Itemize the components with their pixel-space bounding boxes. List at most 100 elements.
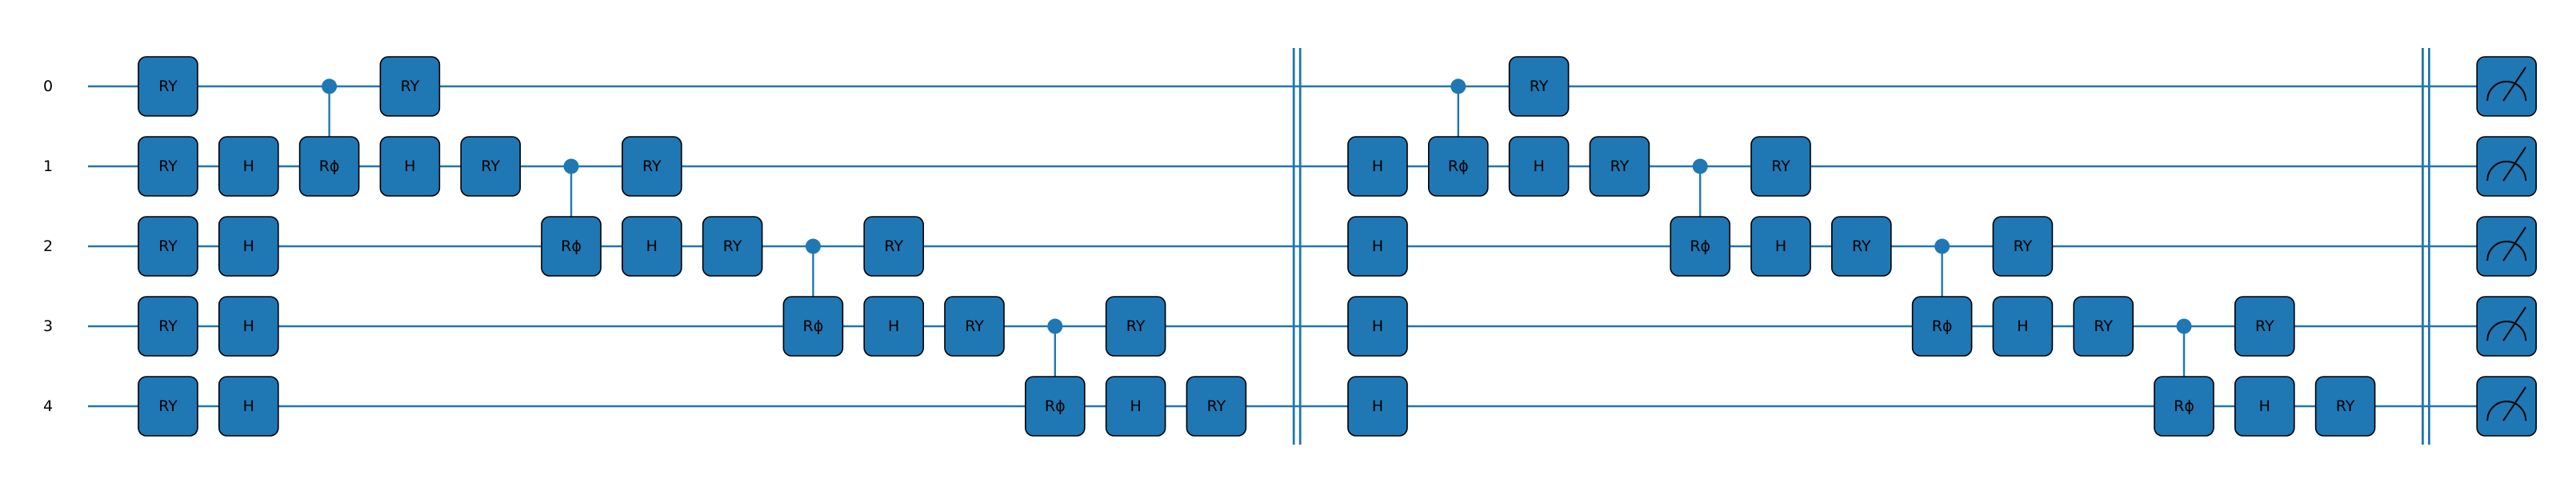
gate-h: H [1992,296,2054,357]
gate-label: H [243,397,254,415]
gate-box [1750,216,1811,277]
gate-rphi: Rϕ [782,296,844,357]
gate-h: H [218,296,279,357]
gate-rphi: Rϕ [1670,216,1730,277]
gate-box [1025,376,1086,437]
gate-ry: RY [1750,136,1811,197]
gate-box [2073,296,2134,357]
gate-label: Rϕ [561,238,582,255]
measurements-layer [2476,56,2537,437]
meter-icon [2486,161,2527,182]
measure-box [2476,56,2537,117]
gate-box [1831,216,1892,277]
qubit-labels: 0 1 2 3 4 [43,78,53,415]
gate-rphi: Rϕ [1911,296,1973,357]
gate-box [1992,296,2054,357]
gate-ry: RY [1831,216,1892,277]
gate-label: H [1372,158,1383,175]
control-dot [322,78,338,94]
gate-box [621,216,682,277]
barrier-0 [1292,48,1302,445]
gates-layer: RY RY RY RY RY H H H H Rϕ RY H RY Rϕ RY H RY Rϕ RY H RY Rϕ RY H… [138,56,2376,437]
gate-box [218,376,279,437]
gate-label: RY [1771,158,1790,175]
meter-icon [2486,81,2527,102]
barrier-1 [2421,48,2430,445]
gate-box [1428,136,1489,197]
meter-icon [2486,321,2527,341]
gate-box [2154,376,2214,437]
gate-box [138,136,198,197]
gate-label: H [1372,317,1383,335]
gate-label: RY [1126,317,1146,335]
gate-box [138,56,198,117]
control-dot [563,158,579,174]
qubit-label-4: 4 [43,397,53,415]
gate-ry: RY [138,136,198,197]
gate-box [1105,296,1166,357]
gate-box [460,136,522,197]
gate-label: RY [158,238,178,255]
gate-label: H [2017,317,2028,335]
gate-h: H [218,376,279,437]
gate-h: H [1508,136,1570,197]
measure-box [2476,136,2537,197]
gate-label: Rϕ [1932,317,1953,335]
measure-gate [2476,376,2537,437]
control-dot [805,238,821,254]
gate-label: RY [965,317,984,335]
meter-icon [2486,241,2527,261]
gate-box [702,216,763,277]
gate-box [379,136,441,197]
gate-ry: RY [138,216,198,277]
gate-h: H [621,216,682,277]
gate-label: H [243,317,254,335]
measure-box [2476,216,2537,277]
gate-box [1347,136,1408,197]
qubit-label-0: 0 [43,78,53,95]
gate-ry: RY [944,296,1005,357]
gate-label: RY [401,78,420,95]
gate-ry: RY [863,216,924,277]
qubit-label-2: 2 [43,238,53,255]
gate-ry: RY [138,376,198,437]
gate-box [2234,296,2295,357]
gate-ry: RY [138,296,198,357]
gate-label: RY [723,238,742,255]
gate-ry: RY [379,56,441,117]
gate-box [138,216,198,277]
gate-label: RY [1852,238,1871,255]
gate-label: RY [2014,238,2033,255]
gate-box [1508,56,1570,117]
wires-layer [88,85,2526,408]
gate-ry: RY [1508,56,1570,117]
control-dot [1692,158,1708,174]
measure-box [2476,296,2537,357]
gate-ry: RY [1105,296,1166,357]
gate-box [1347,216,1408,277]
gate-label: RY [2336,397,2355,415]
gate-box [2314,376,2376,437]
meter-icon [2486,401,2527,421]
gate-ry: RY [138,56,198,117]
gate-h: H [1105,376,1166,437]
gate-label: H [1372,397,1383,415]
gate-box [1589,136,1650,197]
gate-label: H [1130,397,1141,415]
gate-h: H [1750,216,1811,277]
meter-needle [2502,386,2527,421]
gate-box [541,216,602,277]
gate-ry: RY [621,136,682,197]
gate-ry: RY [1186,376,1247,437]
gate-rphi: Rϕ [1025,376,1086,437]
gate-h: H [218,216,279,277]
meter-needle [2502,146,2527,182]
measure-gate [2476,296,2537,357]
gate-box [1347,296,1408,357]
gate-label: RY [1207,397,1226,415]
gate-box [1911,296,1973,357]
gate-label: H [1533,158,1544,175]
gate-h: H [2234,376,2295,437]
gate-box [863,216,924,277]
gate-box [218,216,279,277]
